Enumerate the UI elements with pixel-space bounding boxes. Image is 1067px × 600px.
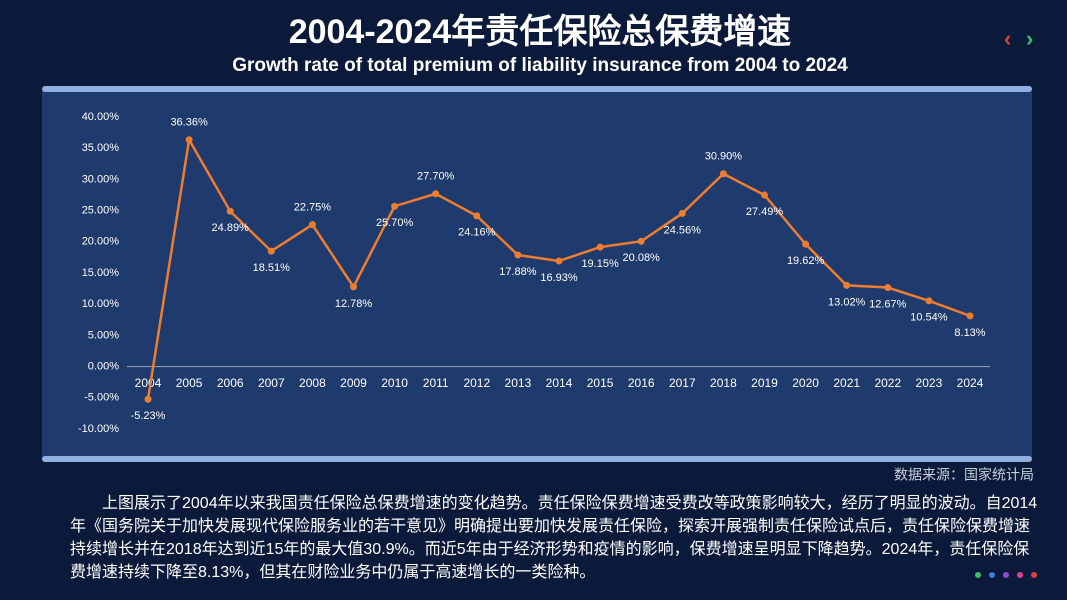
decor-dot xyxy=(1031,572,1037,578)
x-tick-label: 2021 xyxy=(833,376,860,390)
decor-dot xyxy=(1003,572,1009,578)
x-tick-label: 2015 xyxy=(587,376,614,390)
x-tick-label: 2020 xyxy=(792,376,819,390)
chart-title: 2004-2024年责任保险总保费增速 xyxy=(289,12,792,51)
value-label: 19.62% xyxy=(787,255,825,267)
x-tick-label: 2024 xyxy=(957,376,984,390)
point xyxy=(350,283,357,291)
description: 上图展示了2004年以来我国责任保险总保费增速的变化趋势。责任保险保费增速受费改… xyxy=(70,495,1038,581)
y-tick-label: 25.00% xyxy=(82,205,120,217)
value-label: 8.13% xyxy=(954,327,985,339)
x-tick-label: 2016 xyxy=(628,376,655,390)
y-tick-label: 35.00% xyxy=(82,142,120,154)
point xyxy=(843,281,851,289)
value-label: 27.70% xyxy=(417,171,455,183)
point xyxy=(596,243,604,251)
prev-button[interactable]: ‹ xyxy=(1004,26,1011,51)
x-tick-label: 2007 xyxy=(258,376,285,390)
x-tick-label: 2014 xyxy=(546,376,573,390)
decor-dot xyxy=(989,572,995,578)
panel-border xyxy=(42,456,1032,462)
y-tick-label: 15.00% xyxy=(82,267,120,279)
next-button[interactable]: › xyxy=(1026,26,1033,51)
y-tick-label: 30.00% xyxy=(82,173,120,185)
value-label: 24.16% xyxy=(458,227,496,239)
x-tick-label: 2009 xyxy=(340,376,367,390)
point xyxy=(514,251,522,259)
point xyxy=(884,284,892,292)
y-tick-label: 5.00% xyxy=(88,329,119,341)
x-tick-label: 2004 xyxy=(135,376,162,390)
value-label: 25.70% xyxy=(376,217,414,229)
x-tick-label: 2008 xyxy=(299,376,326,390)
value-label: 36.36% xyxy=(170,117,208,129)
point xyxy=(185,136,193,144)
x-tick-label: 2018 xyxy=(710,376,737,390)
y-tick-label: 10.00% xyxy=(82,298,120,310)
value-label: 18.51% xyxy=(253,262,291,274)
x-tick-label: 2019 xyxy=(751,376,778,390)
value-label: -5.23% xyxy=(131,410,166,422)
value-label: 16.93% xyxy=(540,272,578,284)
point xyxy=(678,209,686,217)
point xyxy=(761,191,768,199)
point xyxy=(432,190,440,198)
value-label: 17.88% xyxy=(499,266,537,278)
value-label: 24.89% xyxy=(212,222,250,234)
value-label: 10.54% xyxy=(910,312,948,324)
value-label: 22.75% xyxy=(294,202,332,214)
value-label: 20.08% xyxy=(623,252,661,264)
point xyxy=(144,395,152,403)
y-tick-label: -5.00% xyxy=(84,392,119,404)
value-label: 12.78% xyxy=(335,298,373,310)
point xyxy=(555,257,563,265)
point xyxy=(473,212,481,220)
value-label: 12.67% xyxy=(869,298,907,310)
value-label: 24.56% xyxy=(664,224,702,236)
point xyxy=(267,247,275,255)
x-tick-label: 2011 xyxy=(423,376,449,390)
point xyxy=(391,202,399,210)
x-tick-label: 2006 xyxy=(217,376,244,390)
x-tick-label: 2005 xyxy=(176,376,203,390)
y-tick-label: -10.00% xyxy=(78,423,119,435)
point xyxy=(925,297,933,305)
y-tick-label: 20.00% xyxy=(82,236,120,248)
point xyxy=(719,170,727,178)
point xyxy=(637,237,645,245)
x-tick-label: 2010 xyxy=(381,376,408,390)
decor-dot xyxy=(975,572,981,578)
y-tick-label: 40.00% xyxy=(82,111,120,123)
panel-border xyxy=(42,86,1032,92)
x-tick-label: 2023 xyxy=(916,376,943,390)
chart-panel xyxy=(42,86,1032,462)
source-note: 数据来源：国家统计局 xyxy=(894,467,1034,483)
y-tick-label: 0.00% xyxy=(88,361,119,373)
point xyxy=(226,207,234,215)
point xyxy=(802,240,810,248)
chart-subtitle: Growth rate of total premium of liabilit… xyxy=(232,55,848,76)
value-label: 13.02% xyxy=(828,296,866,308)
point xyxy=(308,221,316,229)
point xyxy=(966,312,974,320)
x-tick-label: 2013 xyxy=(505,376,532,390)
x-tick-label: 2022 xyxy=(874,376,901,390)
value-label: 30.90% xyxy=(705,151,743,163)
decor-dot xyxy=(1017,572,1023,578)
x-tick-label: 2017 xyxy=(669,376,696,390)
value-label: 19.15% xyxy=(581,258,619,270)
value-label: 27.49% xyxy=(746,206,784,218)
x-tick-label: 2012 xyxy=(463,376,490,390)
